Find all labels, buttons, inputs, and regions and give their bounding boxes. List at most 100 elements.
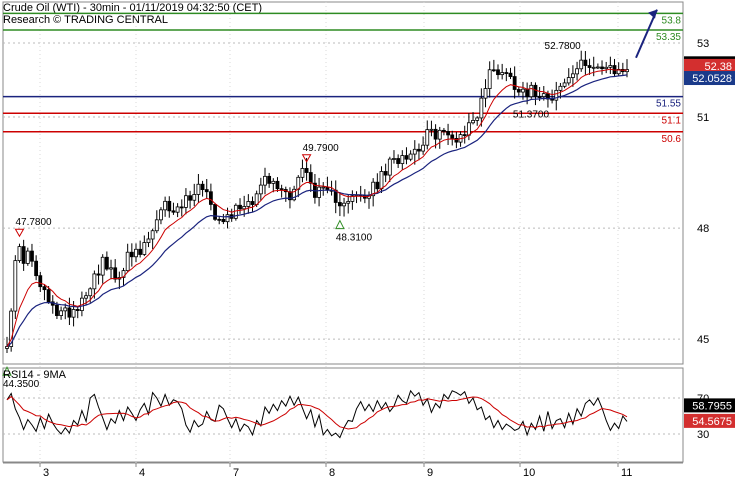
price-note-label: 52.7800: [545, 41, 582, 52]
candle-body: [616, 68, 621, 75]
candle-body: [25, 250, 30, 264]
candle-body: [595, 66, 600, 69]
candle-body: [200, 183, 205, 190]
candle-body: [342, 202, 346, 207]
candle-body: [71, 309, 76, 318]
candle-body: [317, 186, 321, 198]
candle-body: [516, 89, 521, 93]
projection-arrow-head: [648, 9, 657, 19]
candle-body: [591, 66, 596, 69]
candle-body: [579, 59, 584, 70]
candle-body: [454, 138, 459, 143]
candle-body: [558, 85, 563, 91]
candle-body: [38, 275, 43, 288]
candle-body: [104, 256, 109, 270]
candle-body: [34, 260, 39, 277]
candle-body: [121, 270, 126, 278]
candle-body: [604, 66, 609, 70]
candle-body: [417, 148, 421, 152]
candle-body: [263, 175, 267, 186]
candle-body: [275, 180, 280, 190]
swing-low-label: 48.3100: [336, 233, 373, 244]
candle-body: [258, 184, 263, 195]
swing-low-label: 44.3500: [3, 379, 40, 390]
x-axis-tick-label: 3: [43, 467, 49, 479]
rsi-ma-value-box: 54.5675: [692, 416, 732, 428]
candle-body: [496, 69, 500, 76]
level-label-resistance: 53.8: [662, 15, 682, 26]
candle-body: [575, 68, 579, 75]
candle-body: [217, 218, 222, 221]
candle-body: [17, 246, 22, 262]
ma-slow-value-box-bg: [684, 71, 735, 86]
candle-body: [188, 195, 192, 201]
level-label-resistance: 53.35: [656, 32, 681, 43]
price-axis-tick-label: 48: [697, 223, 709, 235]
candle-body: [96, 273, 101, 276]
candle-body: [504, 72, 509, 74]
candle-body: [571, 73, 575, 78]
candle-body: [429, 128, 434, 131]
candle-body: [92, 273, 97, 290]
candle-body: [125, 251, 130, 272]
candle-body: [437, 129, 442, 140]
swing-high-label: 49.7900: [303, 143, 340, 154]
candle-body: [46, 289, 51, 303]
candle-body: [512, 76, 517, 90]
candle-body: [521, 88, 525, 93]
price-axis-tick-label: 53: [697, 38, 709, 50]
candle-body: [246, 201, 251, 207]
candle-body: [196, 183, 201, 195]
candle-body: [13, 260, 18, 312]
candle-body: [163, 200, 168, 211]
swing-high-label: 47.7800: [15, 217, 52, 228]
candle-body: [192, 194, 197, 201]
candle-body: [383, 171, 388, 176]
candle-body: [425, 129, 430, 146]
ma-slow-value-box: 52.0528: [692, 73, 732, 85]
candle-body: [242, 206, 247, 210]
candle-body: [271, 180, 276, 184]
candle-body: [379, 171, 384, 190]
candle-body: [408, 153, 413, 160]
candle-body: [300, 168, 305, 178]
candle-body: [179, 206, 184, 209]
candle-body: [608, 65, 613, 68]
candle-body: [75, 309, 80, 311]
chart-copyright: Research © TRADING CENTRAL: [3, 14, 168, 26]
x-axis-tick-label: 8: [329, 467, 335, 479]
swing-low-marker: [335, 219, 345, 230]
candle-body: [292, 188, 297, 201]
x-axis-tick-label: 10: [523, 467, 535, 479]
candle-body: [225, 214, 230, 223]
candle-body: [350, 195, 355, 202]
rsi-value-box: 58.7955: [692, 400, 732, 412]
x-axis-tick-label: 11: [621, 467, 632, 479]
candle-body: [442, 129, 446, 132]
level-label-support: 51.1: [662, 115, 682, 126]
candle-body: [346, 201, 351, 204]
candle-body: [466, 122, 471, 136]
candle-body: [154, 219, 159, 232]
candle-body: [134, 248, 138, 258]
candle-body: [471, 120, 475, 124]
candle-body: [5, 346, 9, 349]
candle-body: [446, 131, 450, 136]
candle-body: [508, 72, 513, 77]
candle-body: [587, 65, 592, 68]
chart-title: Crude Oil (WTI) - 30min - 01/11/2019 04:…: [3, 2, 263, 14]
candle-body: [30, 250, 34, 262]
candle-body: [21, 246, 26, 264]
candle-body: [412, 148, 417, 155]
candle-body: [59, 310, 63, 316]
candle-body: [525, 88, 530, 98]
candle-body: [308, 172, 313, 184]
candle-body: [479, 97, 484, 119]
candle-body: [238, 204, 242, 210]
candle-body: [88, 288, 93, 297]
candle-body: [159, 209, 163, 221]
candle-body: [541, 93, 546, 97]
rsi-axis-tick-label: 30: [697, 429, 709, 441]
candle-body: [491, 69, 496, 72]
